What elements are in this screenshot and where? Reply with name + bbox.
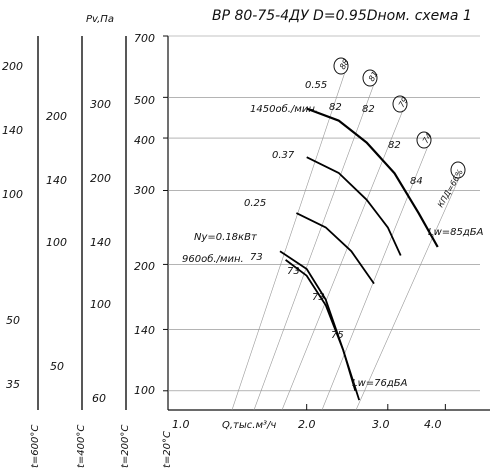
temp-scale-label: t=20°C xyxy=(162,431,173,468)
efficiency-label: 81 xyxy=(367,70,380,83)
y-tick-label: 400 xyxy=(134,134,155,147)
speed-label: 1450об./мин. xyxy=(250,103,318,115)
efficiency-ray xyxy=(281,109,404,411)
efficiency-ray xyxy=(355,175,461,411)
temp-scale-label: t=400°C xyxy=(76,425,87,468)
efficiency-marker xyxy=(392,95,408,113)
y-tick-label: 300 xyxy=(134,184,155,197)
series-line xyxy=(306,156,402,256)
efficiency-ray xyxy=(253,83,375,411)
x-tick-label: 1.0 xyxy=(172,418,190,431)
y-tick-label: 100 xyxy=(134,384,155,397)
scale-tick: 300 xyxy=(90,98,111,111)
efficiency-marker xyxy=(333,57,349,75)
noise-label: Lw=76дБА xyxy=(352,378,408,389)
efficiency-marker xyxy=(450,161,466,179)
series-line xyxy=(306,107,439,248)
efficiency-ray xyxy=(321,145,429,411)
scale-tick: 200 xyxy=(46,110,67,123)
scale-tick: 140 xyxy=(46,174,67,187)
curve-value-label: 73 xyxy=(250,252,263,263)
curve-value-label: 73 xyxy=(287,266,300,277)
y-tick-label: 500 xyxy=(134,94,155,107)
scale-tick: 140 xyxy=(90,236,111,249)
plot-frame xyxy=(167,36,490,411)
x-tick-label: 2.0 xyxy=(298,418,316,431)
grid xyxy=(163,35,480,411)
scale-tick: 50 xyxy=(50,360,64,373)
curves xyxy=(279,107,439,401)
temp-scale-label: t=200°C xyxy=(120,425,131,468)
y-tick-label: 200 xyxy=(134,260,155,273)
scale-tick: 200 xyxy=(90,172,111,185)
scale-tick: 100 xyxy=(46,236,67,249)
scale-tick: 35 xyxy=(6,378,20,391)
curve-value-label: 84 xyxy=(410,176,423,187)
efficiency-label: 74 xyxy=(421,132,434,145)
scale-tick: 100 xyxy=(90,298,111,311)
scale-tick: 100 xyxy=(2,188,23,201)
y-tick-label: 140 xyxy=(134,324,155,337)
noise-label: Lw=85дБА xyxy=(428,227,484,238)
x-tick-label: 4.0 xyxy=(424,418,442,431)
x-axis-label: Q,тыс.м³/ч xyxy=(222,420,276,431)
power-label: 0.25 xyxy=(244,198,266,209)
curve-value-label: 82 xyxy=(329,102,342,113)
y-tick-label: 700 xyxy=(134,32,155,45)
scale-tick: 50 xyxy=(6,314,20,327)
efficiency-marker xyxy=(416,131,432,149)
efficiency-ray xyxy=(231,71,346,411)
curve-value-label: 82 xyxy=(388,140,401,151)
curve-value-label: 82 xyxy=(362,104,375,115)
chart-title: ВР 80-75-4ДУ D=0.95Dном. схема 1 xyxy=(212,8,472,24)
efficiency-label: КПД=66% xyxy=(436,168,465,209)
scale-tick: 200 xyxy=(2,60,23,73)
power-label: 0.55 xyxy=(305,80,327,91)
power-label: 0.37 xyxy=(272,150,295,161)
temp-scale-label: t=600°C xyxy=(30,425,41,468)
series-line xyxy=(285,259,357,392)
series-line xyxy=(296,212,375,285)
scale-tick: 60 xyxy=(92,392,106,405)
curve-value-label: 73 xyxy=(312,292,325,303)
power-label: Ny=0.18кВт xyxy=(194,232,258,243)
efficiency-label: 79 xyxy=(397,96,410,109)
efficiency-label: 88 xyxy=(338,58,351,71)
temperature-scales xyxy=(37,36,127,410)
x-tick-label: 3.0 xyxy=(372,418,390,431)
curve-value-label: 75 xyxy=(331,330,344,341)
scale-tick: 140 xyxy=(2,124,23,137)
scale-header: Pv,Па xyxy=(86,14,114,25)
speed-label: 960об./мин. xyxy=(182,253,244,265)
efficiency-marker xyxy=(362,69,378,87)
